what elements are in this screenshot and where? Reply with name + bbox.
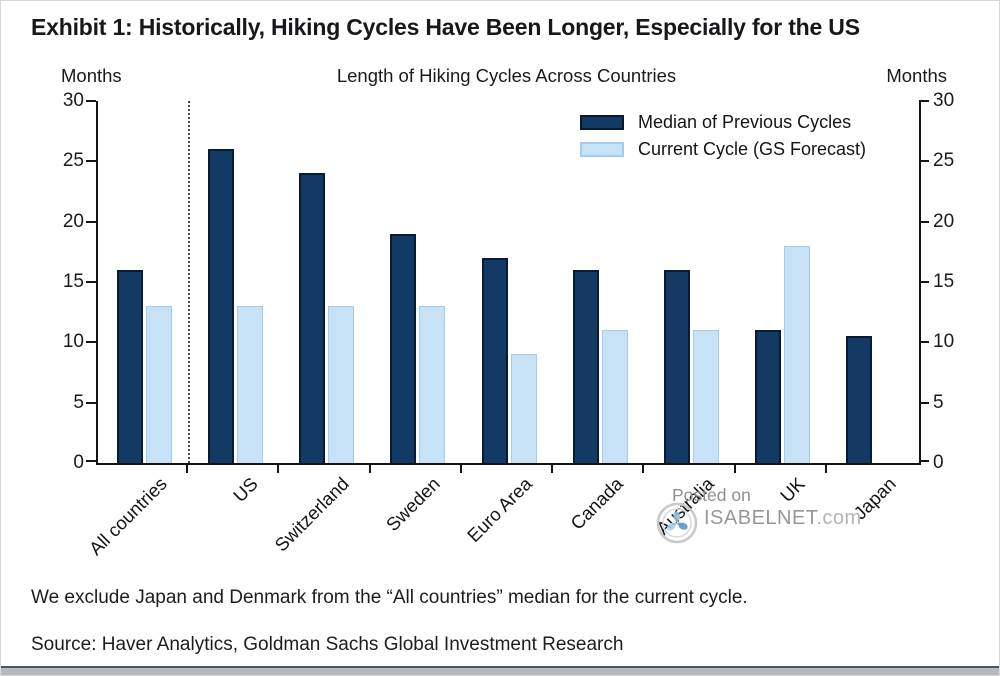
legend-label: Current Cycle (GS Forecast) [638,139,867,159]
x-tick [459,465,462,473]
watermark-posted-on: Posted on [672,485,751,505]
bar-current-all-countries [145,306,172,463]
bar-current-canada [601,330,628,463]
y-tick-label-left: 5 [73,391,84,413]
watermark-site-text: ISABELNET.com [704,507,862,530]
y-tick-left [86,160,96,163]
bar-current-euro-area [510,354,537,463]
chart-legend: Median of Previous Cycles Current Cycle (… [580,112,867,168]
y-tick-label-left: 25 [62,150,84,172]
bar-current-uk [784,245,811,463]
y-tick-label-right: 15 [933,271,955,292]
legend-label: Median of Previous Cycles [638,112,852,132]
y-tick-label-left: 20 [62,210,84,232]
bar-median-australia [663,269,690,463]
x-tick [186,465,189,473]
bar-current-australia [692,330,719,463]
y-tick-right [919,281,929,283]
isabelnet-swirl-icon [655,501,699,550]
y-tick-left [86,220,96,223]
bar-current-us [236,306,263,463]
x-tick [368,465,371,473]
chart-subtitle: Length of Hiking Cycles Across Countries [336,65,677,86]
y-tick-label-right: 20 [933,210,955,232]
y-tick-right [919,460,929,462]
footnote-exclusion: We exclude Japan and Denmark from the “A… [31,587,748,608]
y-tick-label-right: 25 [933,150,955,172]
category-separator-dotted-line [188,101,191,463]
bar-median-canada [572,269,599,463]
bar-current-sweden [419,306,446,463]
y-tick-left [86,401,96,404]
y-tick-label-left: 30 [62,90,84,111]
x-tick [642,465,645,473]
y-tick-label-left: 0 [73,452,84,473]
y-tick-right [919,341,929,344]
bar-median-us [207,149,234,463]
watermark-site-suffix: .com [816,507,862,529]
y-tick-left [86,341,96,344]
watermark-site-name: ISABELNET [704,507,817,529]
y-tick-label-left: 15 [62,271,84,292]
x-tick [824,465,827,473]
y-tick-label-right: 30 [933,90,955,111]
y-tick-label-right: 5 [933,391,944,413]
legend-swatch-current [580,142,624,157]
x-tick [551,465,554,473]
y-tick-right [919,160,929,163]
bar-median-japan [846,336,873,463]
y-axis-title-right: Months [886,65,947,86]
bar-current-switzerland [328,306,355,463]
x-tick [733,465,736,473]
y-tick-label-right: 10 [933,331,955,353]
y-tick-left [86,100,96,102]
bar-median-sweden [390,233,417,463]
legend-row: Median of Previous Cycles [580,112,866,132]
footnote-source: Source: Haver Analytics, Goldman Sachs G… [31,634,624,655]
bar-median-switzerland [299,173,326,463]
bar-median-all-countries [116,269,143,463]
x-tick [277,465,280,473]
bar-median-uk [755,330,782,463]
y-tick-label-left: 10 [62,331,84,353]
legend-row: Current Cycle (GS Forecast) [580,139,867,159]
y-tick-right [919,401,929,404]
y-tick-left [86,281,96,283]
y-tick-right [919,220,929,223]
y-tick-left [86,460,96,462]
y-axis-title-left: Months [61,65,122,86]
window-bottom-edge [1,666,999,675]
y-tick-label-right: 0 [933,452,944,473]
y-tick-right [919,100,929,102]
legend-swatch-median [580,115,624,130]
exhibit-title: Exhibit 1: Historically, Hiking Cycles H… [31,14,860,40]
plot-area [96,101,921,465]
bar-median-euro-area [481,257,508,463]
